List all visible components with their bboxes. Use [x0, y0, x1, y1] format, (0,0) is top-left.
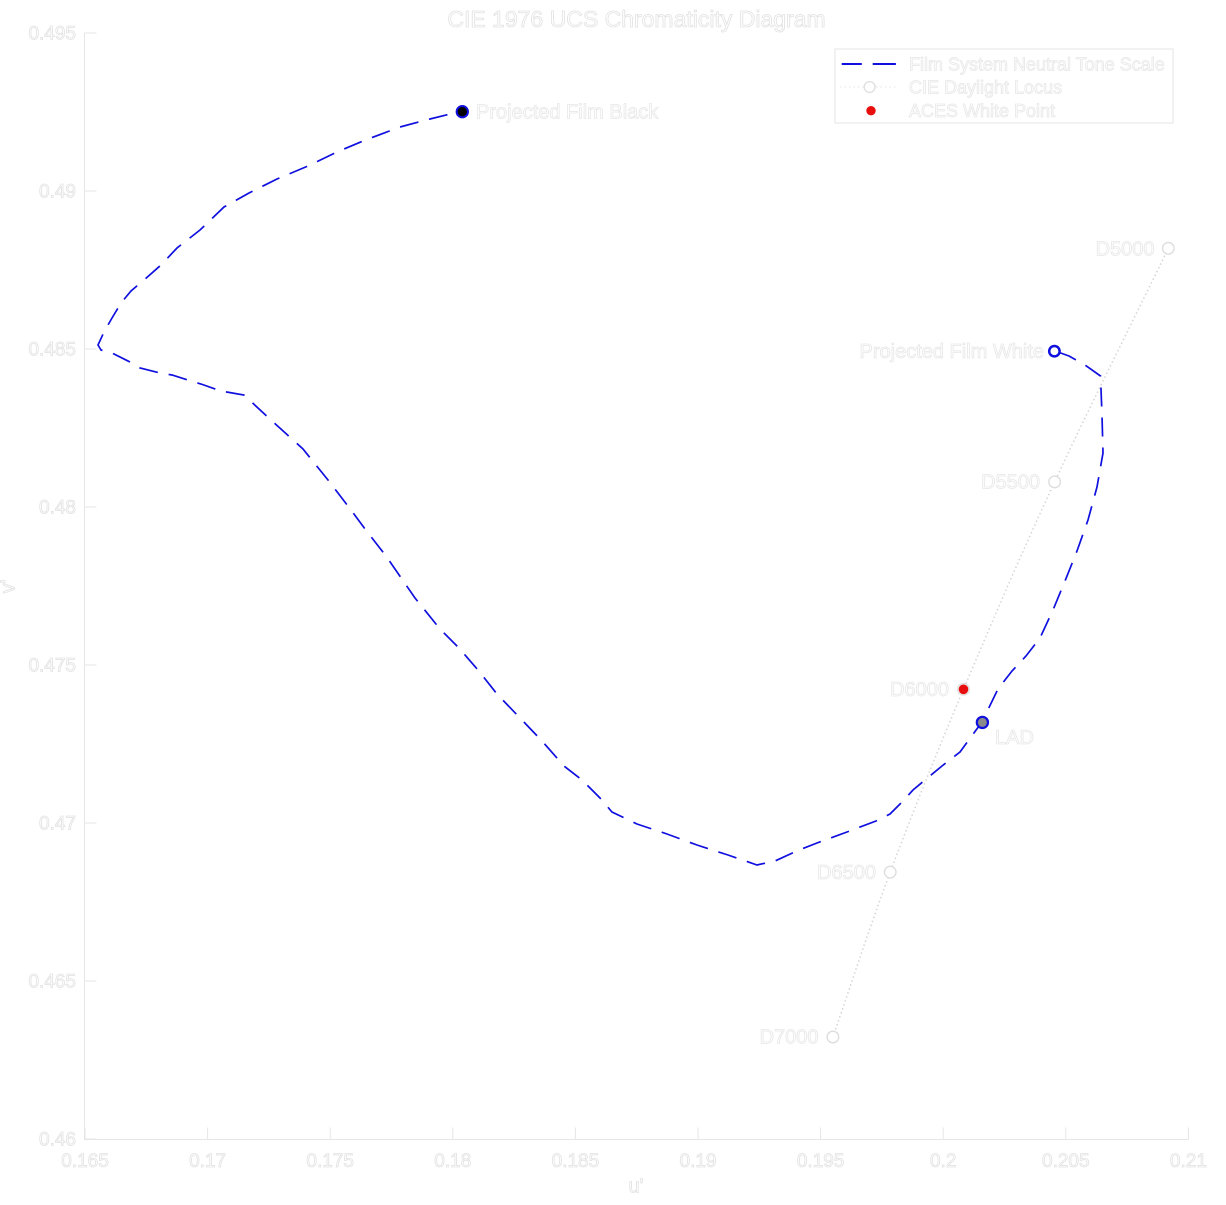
svg-text:CIE 1976 UCS Chromaticity Diag: CIE 1976 UCS Chromaticity Diagram [447, 6, 825, 32]
svg-text:0.47: 0.47 [39, 814, 76, 835]
svg-text:Projected Film Black: Projected Film Black [476, 102, 659, 124]
svg-text:Film System Neutral Tone Scale: Film System Neutral Tone Scale [909, 55, 1165, 75]
svg-text:0.49: 0.49 [39, 182, 76, 203]
svg-text:v': v' [0, 580, 20, 594]
svg-text:u': u' [629, 1176, 644, 1198]
svg-text:0.19: 0.19 [680, 1151, 717, 1172]
svg-text:D7000: D7000 [760, 1027, 819, 1049]
svg-text:D5000: D5000 [1096, 239, 1155, 261]
svg-text:0.205: 0.205 [1042, 1151, 1090, 1172]
svg-text:0.2: 0.2 [930, 1151, 956, 1172]
svg-text:CIE Daylight Locus: CIE Daylight Locus [909, 78, 1062, 98]
svg-text:0.495: 0.495 [28, 24, 76, 45]
svg-text:0.485: 0.485 [28, 340, 76, 361]
svg-text:0.46: 0.46 [39, 1130, 76, 1151]
svg-text:0.475: 0.475 [28, 656, 76, 677]
svg-text:D6500: D6500 [817, 862, 876, 884]
svg-text:ACES White Point: ACES White Point [909, 101, 1055, 121]
svg-text:Projected Film White: Projected Film White [860, 341, 1045, 363]
svg-text:0.21: 0.21 [1170, 1151, 1207, 1172]
svg-text:0.465: 0.465 [28, 972, 76, 993]
svg-text:0.185: 0.185 [552, 1151, 600, 1172]
svg-text:0.48: 0.48 [39, 498, 76, 519]
svg-text:LAD: LAD [995, 727, 1034, 749]
svg-text:0.165: 0.165 [61, 1151, 109, 1172]
svg-text:D5500: D5500 [981, 472, 1040, 494]
svg-text:0.175: 0.175 [306, 1151, 354, 1172]
svg-text:0.17: 0.17 [189, 1151, 226, 1172]
svg-text:D6000: D6000 [890, 679, 949, 701]
svg-text:0.18: 0.18 [434, 1151, 471, 1172]
svg-text:0.195: 0.195 [797, 1151, 845, 1172]
